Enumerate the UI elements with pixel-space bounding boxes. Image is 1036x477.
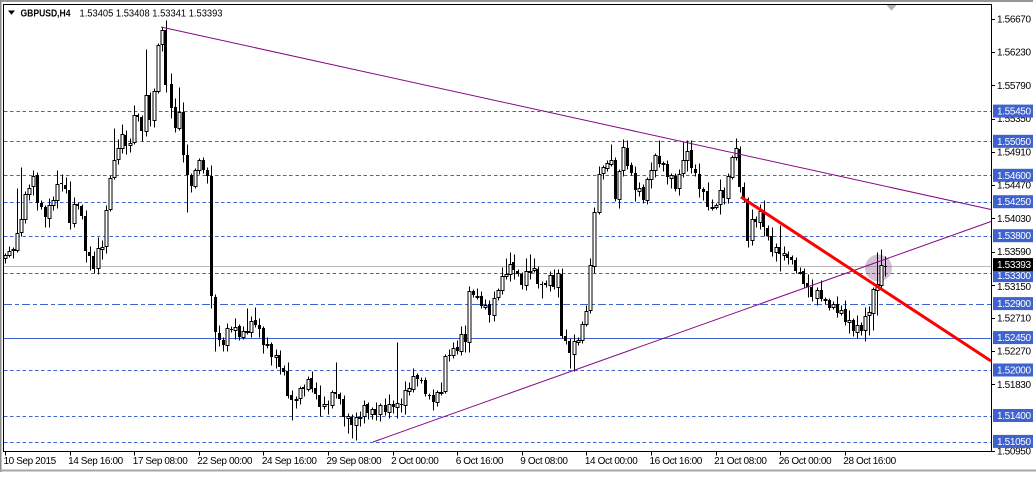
svg-text:10 Sep 2015: 10 Sep 2015 <box>4 456 57 467</box>
svg-text:16 Oct 16:00: 16 Oct 16:00 <box>650 456 703 467</box>
svg-text:1.51830: 1.51830 <box>997 380 1031 391</box>
svg-text:24 Sep 16:00: 24 Sep 16:00 <box>262 456 318 467</box>
svg-text:1.53800: 1.53800 <box>997 231 1031 242</box>
svg-text:1.55790: 1.55790 <box>997 81 1031 92</box>
svg-text:22 Sep 00:00: 22 Sep 00:00 <box>197 456 253 467</box>
svg-text:1.54470: 1.54470 <box>997 181 1031 192</box>
svg-text:1.54910: 1.54910 <box>997 147 1031 158</box>
svg-text:6 Oct 16:00: 6 Oct 16:00 <box>456 456 504 467</box>
svg-text:1.53300: 1.53300 <box>997 271 1031 282</box>
svg-text:1.53405 1.53408 1.53341 1.5339: 1.53405 1.53408 1.53341 1.53393 <box>80 8 223 19</box>
svg-text:1.55050: 1.55050 <box>997 137 1031 148</box>
svg-text:29 Sep 08:00: 29 Sep 08:00 <box>327 456 383 467</box>
svg-text:1.56670: 1.56670 <box>997 15 1031 26</box>
svg-text:2 Oct 00:00: 2 Oct 00:00 <box>391 456 439 467</box>
svg-text:14 Sep 16:00: 14 Sep 16:00 <box>68 456 124 467</box>
svg-text:21 Oct 08:00: 21 Oct 08:00 <box>714 456 767 467</box>
svg-text:1.51050: 1.51050 <box>997 437 1031 448</box>
svg-text:9 Oct 08:00: 9 Oct 08:00 <box>520 456 568 467</box>
svg-text:1.53150: 1.53150 <box>997 282 1031 293</box>
svg-text:1.52450: 1.52450 <box>997 333 1031 344</box>
svg-text:1.54600: 1.54600 <box>997 171 1031 182</box>
svg-text:1.52900: 1.52900 <box>997 299 1031 310</box>
svg-text:GBPUSD,H4: GBPUSD,H4 <box>21 8 71 19</box>
svg-text:1.56230: 1.56230 <box>997 48 1031 59</box>
svg-text:1.51400: 1.51400 <box>997 411 1031 422</box>
svg-text:1.54030: 1.54030 <box>997 214 1031 225</box>
svg-text:28 Oct 16:00: 28 Oct 16:00 <box>843 456 896 467</box>
svg-text:1.53393: 1.53393 <box>997 260 1031 271</box>
svg-text:1.50950: 1.50950 <box>997 446 1031 457</box>
svg-text:26 Oct 00:00: 26 Oct 00:00 <box>779 456 832 467</box>
svg-text:1.54250: 1.54250 <box>997 197 1031 208</box>
svg-text:1.52710: 1.52710 <box>997 314 1031 325</box>
svg-text:1.52000: 1.52000 <box>997 366 1031 377</box>
svg-text:1.53590: 1.53590 <box>997 247 1031 258</box>
svg-text:14 Oct 00:00: 14 Oct 00:00 <box>585 456 638 467</box>
svg-text:1.52270: 1.52270 <box>997 347 1031 358</box>
svg-text:1.55450: 1.55450 <box>997 107 1031 118</box>
svg-text:17 Sep 08:00: 17 Sep 08:00 <box>133 456 189 467</box>
svg-text:1.55350: 1.55350 <box>997 114 1031 125</box>
